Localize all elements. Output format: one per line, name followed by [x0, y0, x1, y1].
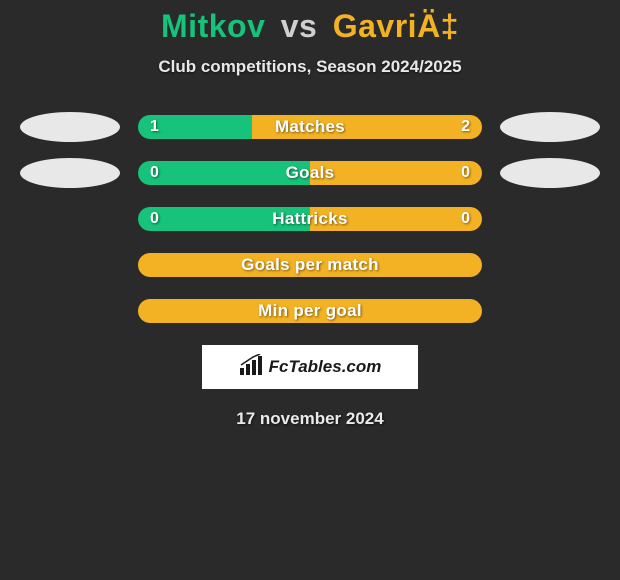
player1-badge [20, 112, 120, 142]
stat-row: 00Goals [0, 161, 620, 185]
subtitle: Club competitions, Season 2024/2025 [0, 57, 620, 77]
stat-bar: 00Goals [138, 161, 482, 185]
brand-box[interactable]: FcTables.com [202, 345, 418, 389]
stat-label: Hattricks [138, 207, 482, 231]
stat-row: Goals per match [0, 253, 620, 277]
player1-badge [20, 158, 120, 188]
stat-bar: Goals per match [138, 253, 482, 277]
stat-label: Matches [138, 115, 482, 139]
player2-badge [500, 112, 600, 142]
stat-row: 12Matches [0, 115, 620, 139]
vs-label: vs [281, 8, 318, 44]
stat-rows: 12Matches 00Goals 00Hattricks Goals per mat… [0, 115, 620, 323]
stat-row: Min per goal [0, 299, 620, 323]
brand-text: FcTables.com [269, 357, 382, 377]
chart-icon [239, 354, 265, 381]
stat-bar: Min per goal [138, 299, 482, 323]
date-label: 17 november 2024 [0, 409, 620, 429]
player2-name: GavriÄ‡ [333, 8, 459, 44]
stat-label: Min per goal [138, 299, 482, 323]
stat-label: Goals per match [138, 253, 482, 277]
player1-name: Mitkov [161, 8, 265, 44]
stat-label: Goals [138, 161, 482, 185]
stat-bar: 12Matches [138, 115, 482, 139]
stat-row: 00Hattricks [0, 207, 620, 231]
page-title: Mitkov vs GavriÄ‡ [0, 8, 620, 45]
player2-badge [500, 158, 600, 188]
brand-inner: FcTables.com [239, 354, 382, 381]
stat-bar: 00Hattricks [138, 207, 482, 231]
comparison-widget: Mitkov vs GavriÄ‡ Club competitions, Sea… [0, 0, 620, 429]
